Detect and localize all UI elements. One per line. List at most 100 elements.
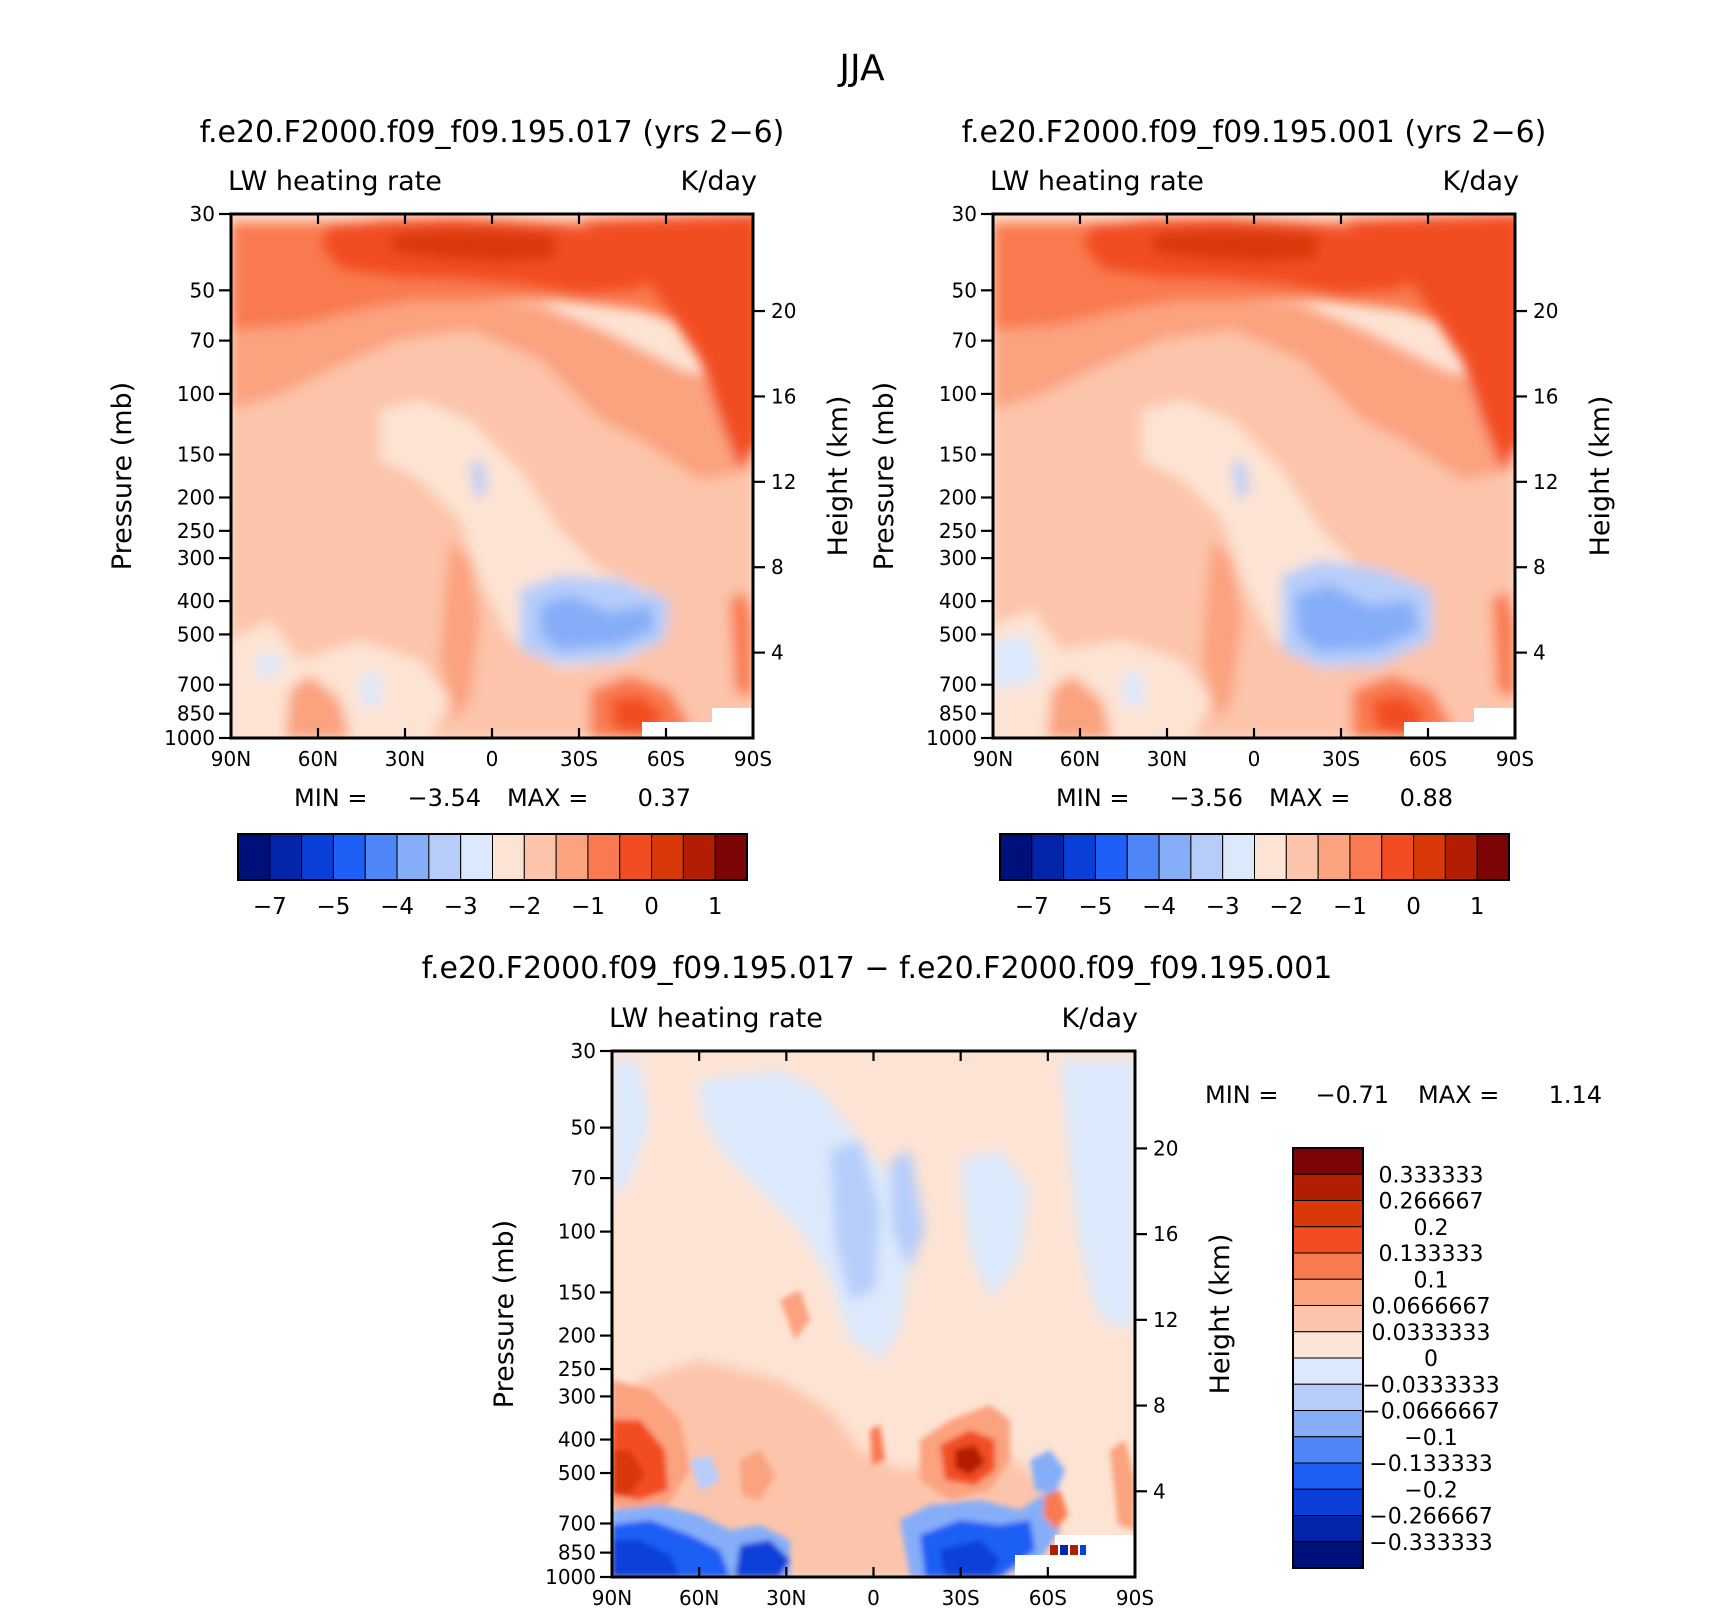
figure-title: JJA (837, 48, 885, 89)
y-tick-label: 850 (939, 702, 977, 726)
x-tick-label: 60S (1409, 747, 1447, 771)
panel-1-ticks: 90N 60N 30N 0 30S 60S 90S 30 50 70 100 150 200 250 300… (164, 202, 796, 771)
y-tick-label: 500 (939, 622, 977, 646)
panel-3-min-value: −0.71 (1315, 1081, 1389, 1109)
colorbar-swatch (1292, 1226, 1364, 1254)
y-tick-label: 700 (558, 1511, 596, 1535)
colorbar-swatch (460, 833, 493, 881)
panel-3-plot-area (612, 1051, 1135, 1577)
y2-tick-label: 20 (771, 299, 796, 323)
colorbar-swatch (714, 833, 748, 881)
colorbar-swatch (1158, 833, 1192, 881)
panel-3-y-axis-label: Pressure (mb) (489, 1220, 520, 1408)
colorbar-swatch (523, 833, 557, 881)
y-tick-label: 30 (952, 202, 977, 226)
panel-2: f.e20.F2000.f09_f09.195.001 (yrs 2−6) LW… (869, 115, 1616, 920)
y-tick-label: 500 (558, 1461, 596, 1485)
colorbar-label: −7 (1015, 894, 1049, 920)
y-tick-label: 100 (177, 382, 215, 406)
y-tick-label: 100 (939, 382, 977, 406)
panel-2-ticks: 90N 60N 30N 0 30S 60S 90S 30 50 70 100 150 200 250 300… (926, 202, 1558, 771)
colorbar-frame (237, 833, 748, 881)
colorbar-swatch (1094, 833, 1128, 881)
y-tick-label: 200 (939, 485, 977, 509)
y2-tick-label: 8 (1533, 555, 1546, 579)
x-tick-label: 0 (1248, 747, 1261, 771)
panel-1-max-label: MAX = (507, 784, 588, 812)
x-tick-label: 90N (973, 747, 1013, 771)
y-tick-label: 30 (571, 1039, 596, 1063)
colorbar-swatch (1292, 1515, 1364, 1543)
colorbar-swatch (364, 833, 398, 881)
panel-1: f.e20.F2000.f09_f09.195.017 (yrs 2−6) LW… (107, 115, 854, 920)
colorbar-swatch (1317, 833, 1351, 881)
y2-tick-label: 16 (771, 384, 796, 408)
y-tick-label: 850 (177, 702, 215, 726)
colorbar-swatch (1444, 833, 1478, 881)
colorbar-label: −7 (253, 894, 287, 920)
panel-3-min-label: MIN = (1205, 1081, 1278, 1109)
colorbar-label: 0.1 (1414, 1268, 1449, 1293)
panel-1-min-value: −3.54 (407, 784, 481, 812)
colorbar-swatch (1413, 833, 1446, 881)
colorbar-swatch (1285, 833, 1319, 881)
colorbar-swatch (1254, 833, 1287, 881)
x-tick-label: 30N (1147, 747, 1187, 771)
x-tick-label: 60N (298, 747, 338, 771)
y-tick-label: 150 (558, 1280, 596, 1304)
colorbar-label: 1 (1470, 894, 1485, 920)
panel-3-y2-axis-label: Height (km) (1205, 1234, 1236, 1395)
y-tick-label: 150 (939, 443, 977, 467)
x-tick-label: 30S (560, 747, 598, 771)
panel-3-max-value: 1.14 (1549, 1081, 1602, 1109)
y-tick-label: 1000 (545, 1565, 596, 1589)
colorbar-swatch (1292, 1436, 1364, 1464)
x-tick-label: 30S (942, 1586, 980, 1610)
colorbar-label: 0.133333 (1379, 1242, 1484, 1267)
colorbar-swatch (301, 833, 334, 881)
colorbar-swatch (555, 833, 589, 881)
y-tick-label: 50 (571, 1116, 596, 1140)
colorbar-swatch (1292, 1331, 1364, 1359)
colorbar-swatch (1063, 833, 1096, 881)
colorbar-label: 1 (708, 894, 723, 920)
colorbar-label: −3 (1206, 894, 1240, 920)
x-tick-label: 60N (679, 1586, 719, 1610)
colorbar-swatch (587, 833, 621, 881)
colorbar-label: −0.333333 (1369, 1531, 1492, 1556)
colorbar-swatch (237, 833, 271, 881)
colorbar-swatch (269, 833, 303, 881)
colorbar-label: −0.133333 (1369, 1452, 1492, 1477)
colorbar-label: −5 (316, 894, 350, 920)
x-tick-label: 90S (734, 747, 772, 771)
colorbar-swatch (1292, 1357, 1364, 1385)
panel-2-max-value: 0.88 (1400, 784, 1453, 812)
panel-2-max-label: MAX = (1269, 784, 1350, 812)
panel-1-colorbar: −7 −5 −4 −3 −2 −1 0 1 (237, 833, 748, 920)
panel-3-title: f.e20.F2000.f09_f09.195.017 − f.e20.F200… (422, 951, 1333, 986)
panel-3-variable-label: LW heating rate (609, 1003, 823, 1034)
colorbar-label: −0.1 (1404, 1426, 1457, 1451)
colorbar-label: −4 (380, 894, 414, 920)
colorbar-label: −2 (507, 894, 541, 920)
colorbar-label: −5 (1078, 894, 1112, 920)
colorbar-swatch (1222, 833, 1255, 881)
colorbar-swatch (999, 833, 1033, 881)
x-tick-label: 90S (1496, 747, 1534, 771)
y-tick-label: 700 (177, 673, 215, 697)
y-tick-label: 150 (177, 443, 215, 467)
colorbar-swatch (682, 833, 716, 881)
colorbar-label: 0.0333333 (1372, 1321, 1491, 1346)
colorbar-label: −0.266667 (1369, 1505, 1492, 1530)
panel-1-y-axis-label: Pressure (mb) (107, 382, 138, 570)
colorbar-swatch (1190, 833, 1224, 881)
y2-tick-label: 8 (771, 555, 784, 579)
panel-1-min-label: MIN = (294, 784, 367, 812)
y2-tick-label: 12 (771, 470, 796, 494)
colorbar-label: −0.0666667 (1362, 1400, 1499, 1425)
y-tick-label: 50 (190, 278, 215, 302)
colorbar-swatch (1292, 1383, 1364, 1411)
colorbar-frame (1292, 1147, 1364, 1569)
panel-2-min-label: MIN = (1056, 784, 1129, 812)
colorbar-label: −1 (1333, 894, 1367, 920)
